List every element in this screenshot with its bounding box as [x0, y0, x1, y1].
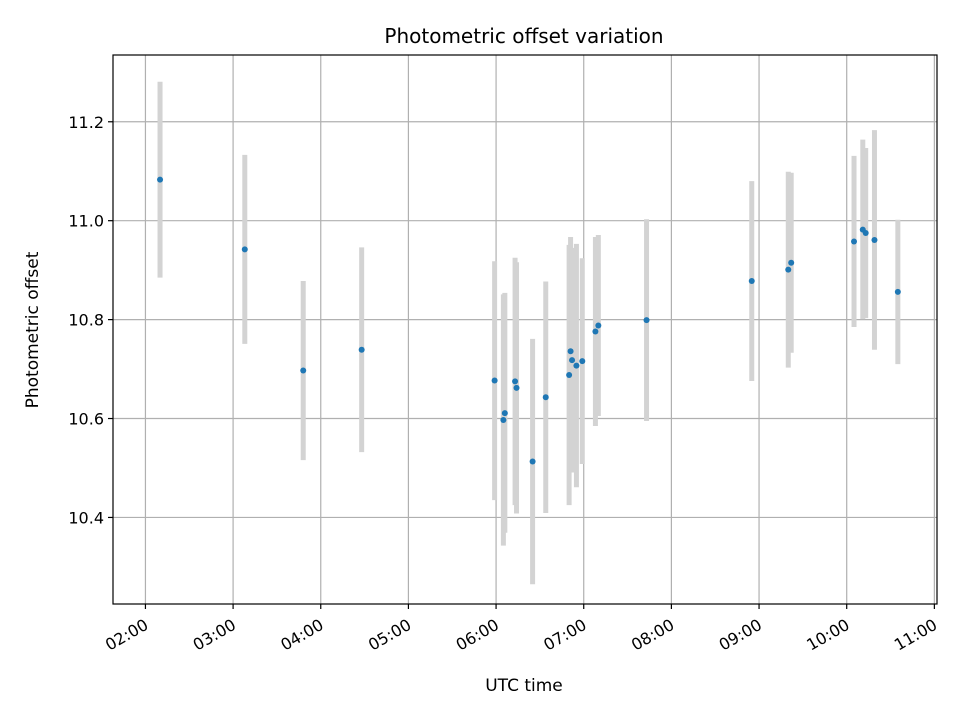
- data-point: [566, 372, 573, 379]
- data-point: [567, 348, 574, 355]
- data-point: [643, 317, 650, 324]
- data-point: [785, 266, 792, 273]
- chart-title: Photometric offset variation: [384, 24, 663, 48]
- data-point: [501, 410, 508, 417]
- data-point: [569, 357, 576, 364]
- y-axis-ticks: 10.4 10.6 10.8 11.0 11.2: [68, 113, 113, 527]
- y-axis-label: Photometric offset: [23, 251, 43, 408]
- data-point: [300, 367, 307, 374]
- data-point: [241, 246, 248, 253]
- data-point: [871, 236, 878, 243]
- data-point: [748, 278, 755, 285]
- data-point: [573, 362, 580, 369]
- data-point: [513, 384, 520, 391]
- data-point: [851, 238, 858, 245]
- data-point: [579, 358, 586, 365]
- data-point: [595, 322, 602, 329]
- plot-frame: [112, 54, 938, 605]
- y-tick-label: 11.0: [68, 212, 104, 231]
- data-point: [512, 378, 519, 385]
- data-point: [529, 458, 536, 465]
- x-axis-label: UTC time: [485, 676, 563, 696]
- data-point: [862, 230, 869, 237]
- y-tick-label: 11.2: [68, 113, 104, 132]
- data-point: [157, 176, 164, 183]
- data-point: [894, 288, 901, 295]
- data-point: [500, 417, 507, 424]
- data-point: [358, 346, 365, 353]
- y-tick-label: 10.4: [68, 508, 104, 527]
- data-point: [788, 259, 795, 266]
- data-point: [542, 394, 549, 401]
- data-point: [491, 377, 498, 384]
- data-points: [157, 176, 901, 465]
- data-point: [592, 328, 599, 335]
- y-tick-label: 10.8: [68, 311, 104, 330]
- y-tick-label: 10.6: [68, 410, 104, 429]
